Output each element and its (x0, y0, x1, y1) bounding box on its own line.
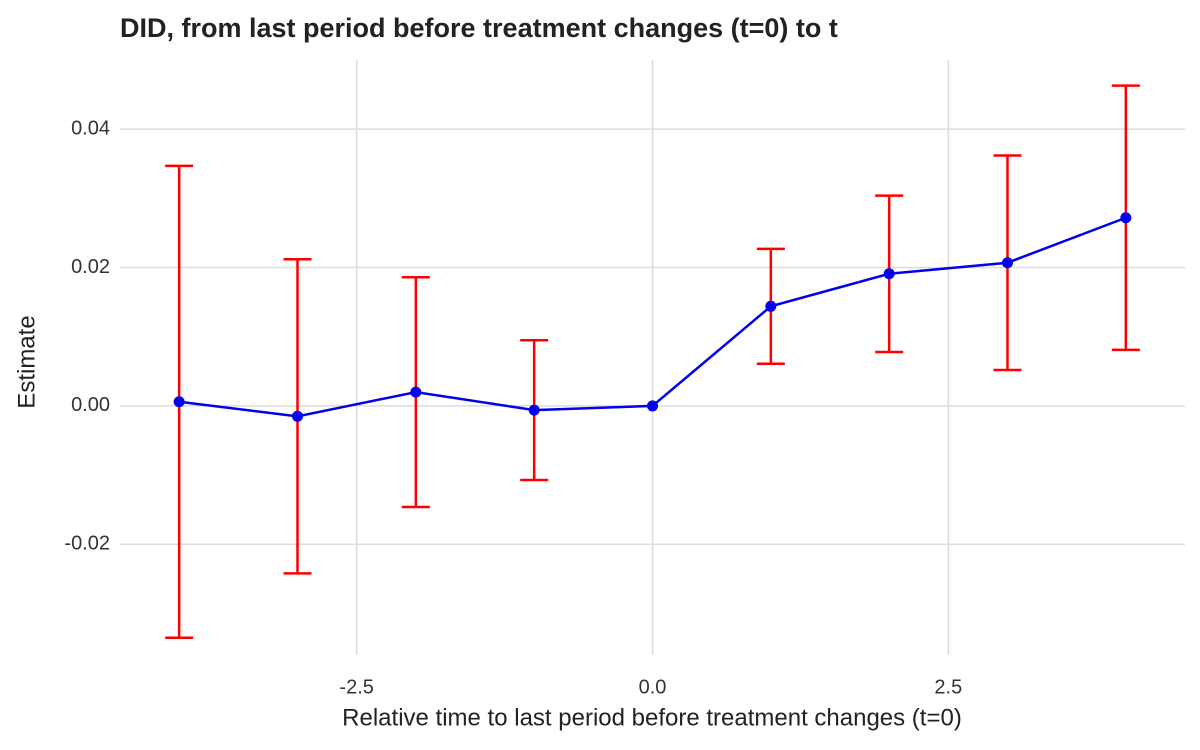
point (1120, 212, 1132, 224)
y-tick-label: 0.00 (71, 394, 110, 416)
point (410, 386, 422, 398)
x-tick-label: 0.0 (639, 676, 667, 698)
point (883, 268, 895, 280)
y-tick-label: 0.02 (71, 256, 110, 278)
x-tick-label: -2.5 (339, 676, 373, 698)
chart-title: DID, from last period before treatment c… (120, 13, 838, 43)
point (528, 404, 540, 416)
y-axis-label: Estimate (13, 315, 40, 408)
point (1002, 257, 1013, 269)
x-axis-label: Relative time to last period before trea… (342, 704, 962, 731)
point (292, 410, 303, 422)
y-tick-label: 0.04 (71, 117, 110, 139)
x-tick-label: 2.5 (934, 676, 962, 698)
point (765, 300, 777, 312)
point (173, 396, 185, 408)
point (647, 400, 658, 412)
y-tick-label: -0.02 (64, 533, 110, 555)
